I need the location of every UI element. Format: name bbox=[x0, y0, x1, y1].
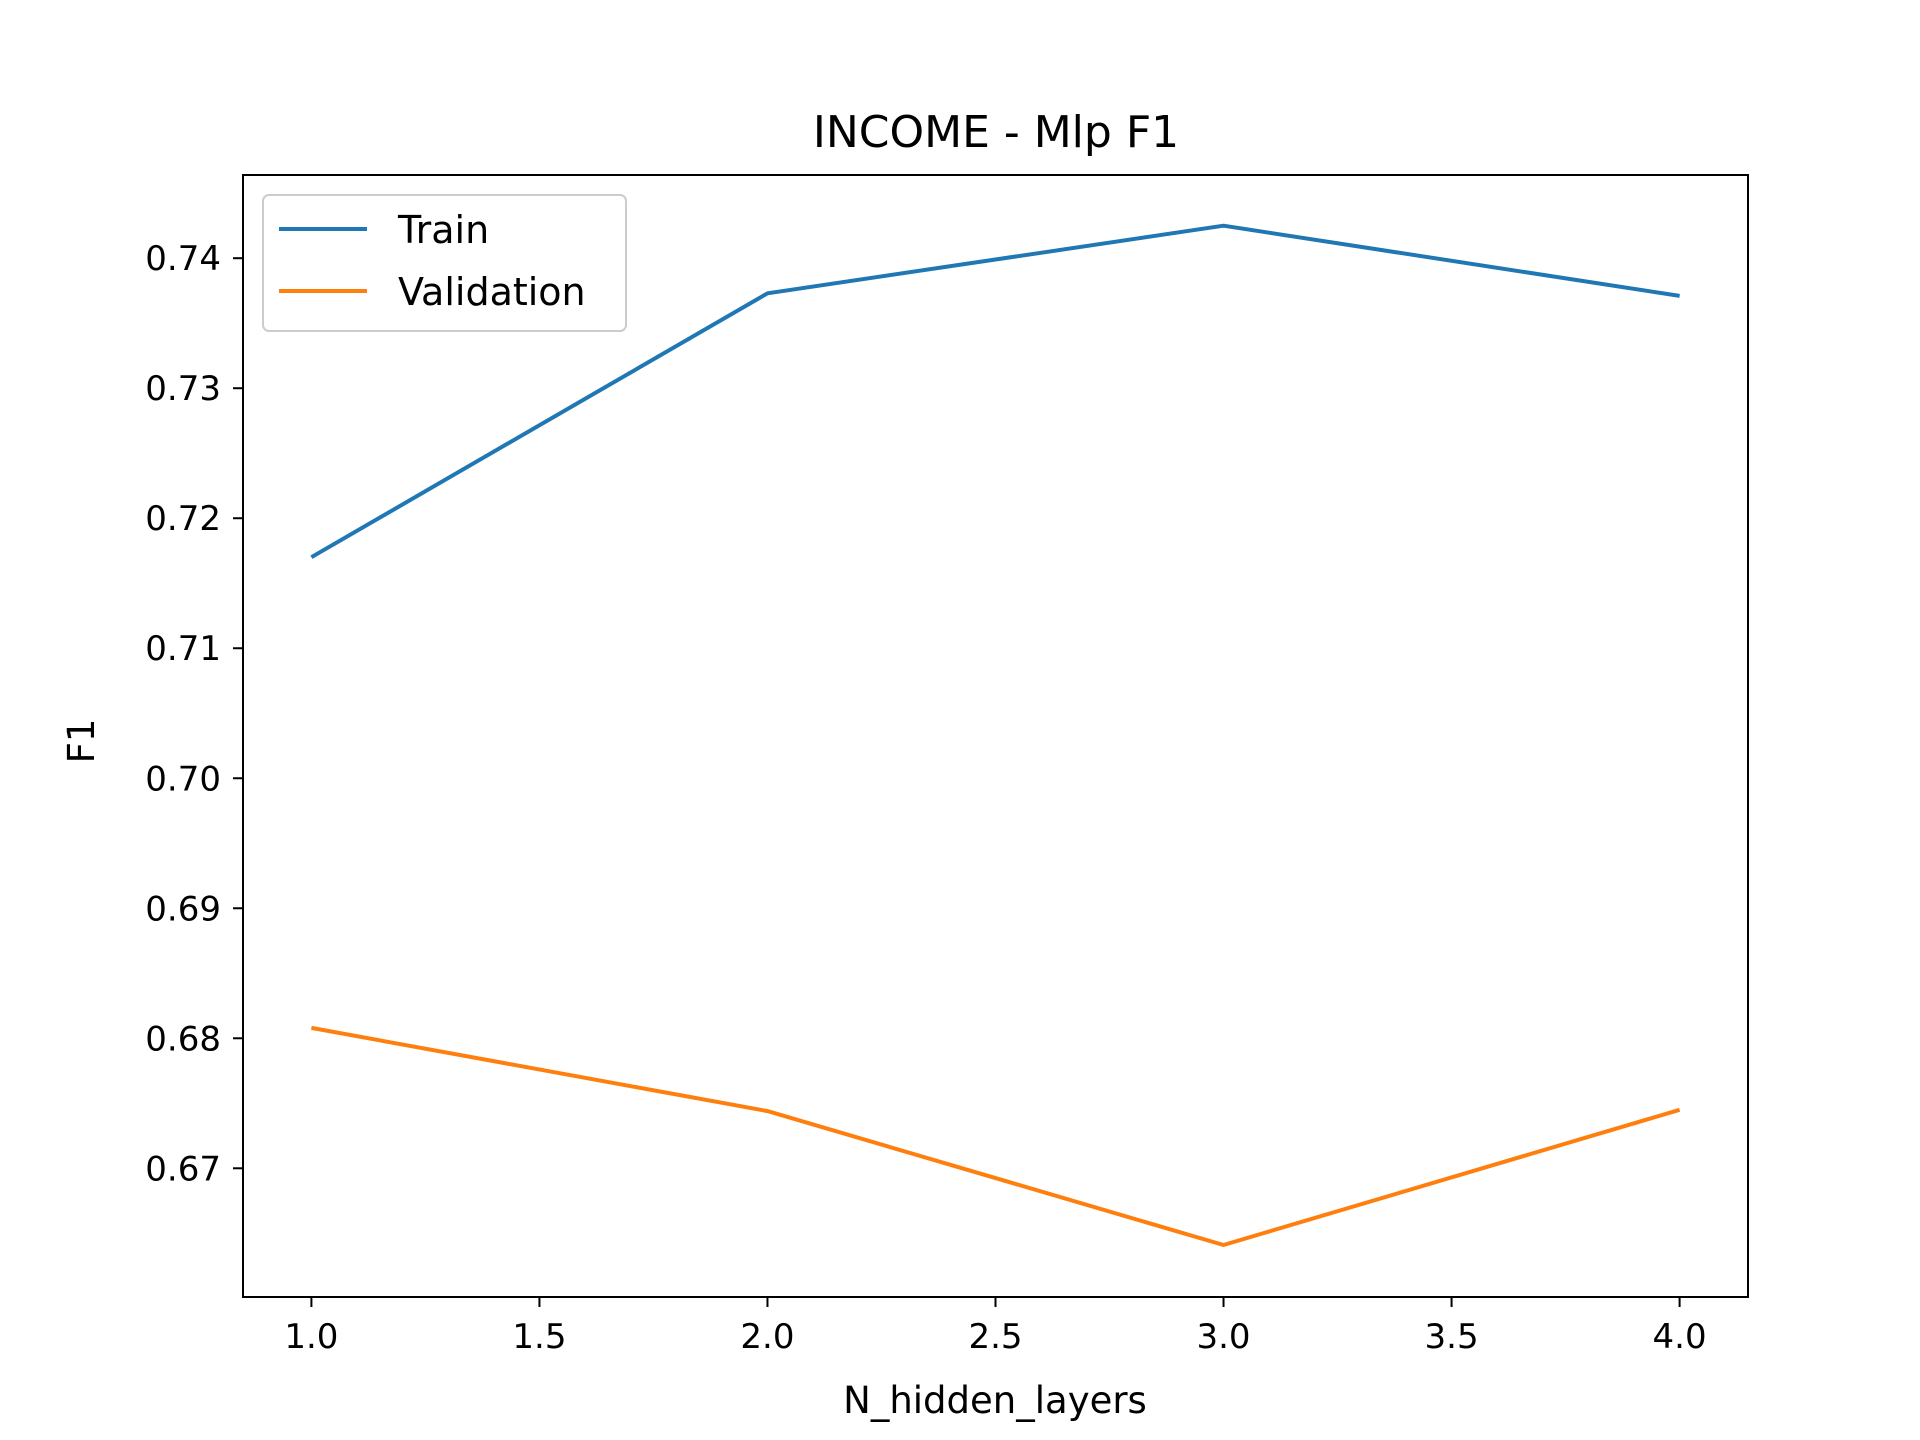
x-tick-label: 2.0 bbox=[740, 1317, 794, 1357]
y-tick-label: 0.71 bbox=[145, 629, 221, 669]
legend-label-validation: Validation bbox=[398, 270, 586, 314]
chart-title: INCOME - Mlp F1 bbox=[813, 107, 1179, 158]
series-layer bbox=[310, 223, 1681, 1247]
legend-label-train: Train bbox=[397, 208, 489, 252]
x-tick-label: 1.5 bbox=[512, 1317, 566, 1357]
series-line-train bbox=[310, 223, 1680, 559]
x-tick-label: 2.5 bbox=[968, 1317, 1022, 1357]
y-axis-label: F1 bbox=[60, 719, 103, 764]
series-line-validation bbox=[311, 1025, 1681, 1247]
x-tick-label: 4.0 bbox=[1653, 1317, 1707, 1357]
y-tick-label: 0.68 bbox=[145, 1019, 221, 1059]
legend: Train Validation bbox=[262, 194, 627, 332]
y-tick-label: 0.74 bbox=[145, 239, 221, 279]
y-tick-label: 0.73 bbox=[145, 369, 221, 409]
y-tick-label: 0.69 bbox=[145, 889, 221, 929]
x-axis-label: N_hidden_layers bbox=[843, 1379, 1147, 1422]
x-tick-label: 1.0 bbox=[284, 1317, 338, 1357]
y-axis: 0.67 0.68 0.69 0.70 0.71 0.72 0.73 0.74 bbox=[145, 239, 243, 1189]
y-tick-label: 0.72 bbox=[145, 499, 221, 539]
x-tick-label: 3.0 bbox=[1196, 1317, 1250, 1357]
x-axis: 1.0 1.5 2.0 2.5 3.0 3.5 4.0 bbox=[284, 1297, 1707, 1357]
y-tick-label: 0.70 bbox=[145, 759, 221, 799]
y-tick-label: 0.67 bbox=[145, 1149, 221, 1189]
x-tick-label: 3.5 bbox=[1425, 1317, 1479, 1357]
